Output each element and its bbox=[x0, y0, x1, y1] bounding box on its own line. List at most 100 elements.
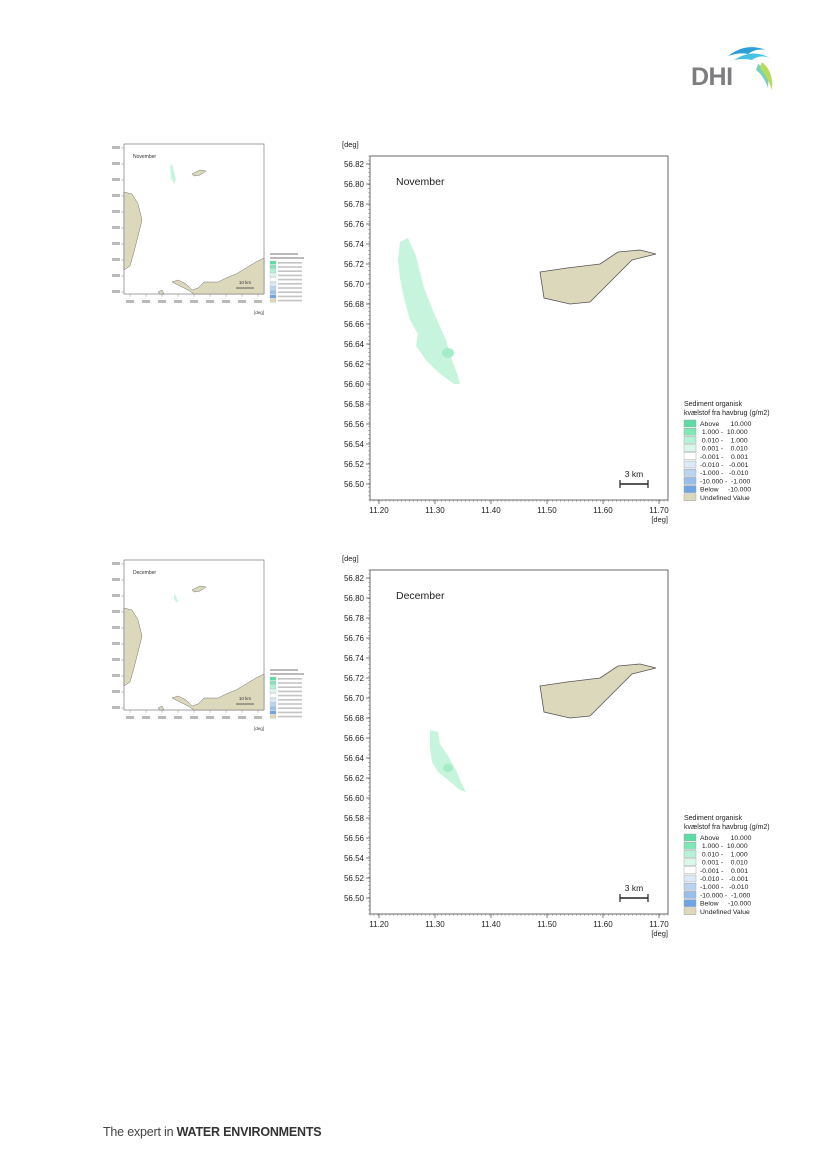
overview-legend-swatch bbox=[269, 681, 277, 685]
legend-swatch bbox=[683, 907, 697, 915]
overview-x-tick-label bbox=[158, 716, 166, 719]
y-tick-label: 56.72 bbox=[344, 260, 365, 269]
legend-entry-label: -1.000 - -0.010 bbox=[700, 470, 749, 477]
y-tick-label: 56.82 bbox=[344, 574, 365, 583]
legend-swatch bbox=[683, 469, 697, 477]
overview-legend-title bbox=[270, 673, 304, 675]
overview-legend-swatch bbox=[269, 298, 277, 303]
overview-x-tick-label bbox=[238, 716, 246, 719]
legend-entry-label: Below -10.000 bbox=[700, 487, 751, 494]
overview-x-tick-label bbox=[142, 300, 150, 303]
y-tick-label: 56.54 bbox=[344, 854, 365, 863]
overview-legend-label bbox=[278, 274, 302, 277]
overview-plume bbox=[170, 164, 176, 184]
legend-entry-label: 0.010 - 1.000 bbox=[700, 851, 748, 858]
overview-legend-swatch bbox=[269, 697, 277, 702]
y-tick-label: 56.80 bbox=[344, 594, 365, 603]
y-tick-label: 56.74 bbox=[344, 240, 365, 249]
overview-legend-title bbox=[270, 669, 298, 671]
overview-legend-swatch bbox=[269, 710, 277, 715]
y-tick-label: 56.62 bbox=[344, 360, 365, 369]
month-label: December bbox=[396, 590, 445, 602]
overview-frame bbox=[123, 559, 265, 711]
overview-west-coast bbox=[123, 607, 143, 687]
overview-x-tick-label bbox=[222, 716, 230, 719]
overview-west-coast bbox=[123, 191, 143, 271]
x-tick-label: 11.20 bbox=[369, 920, 389, 929]
overview-y-tick-label bbox=[112, 706, 120, 709]
legend-swatch bbox=[683, 874, 697, 883]
overview-legend-swatch bbox=[269, 269, 277, 273]
x-tick-label: 11.50 bbox=[537, 920, 557, 929]
overview-x-tick-label bbox=[238, 300, 246, 303]
x-tick-label: 11.60 bbox=[593, 506, 613, 515]
legend-entry-label: Undefined Value bbox=[700, 495, 750, 502]
y-tick-label: 56.50 bbox=[344, 894, 365, 903]
overview-legend-title bbox=[270, 257, 304, 259]
overview-scale-label: 10 km bbox=[239, 280, 252, 285]
overview-islet bbox=[157, 705, 165, 711]
overview-x-tick-label bbox=[206, 300, 214, 303]
legend-entry-label: -0.010 - -0.001 bbox=[700, 462, 749, 469]
overview-islet bbox=[157, 289, 165, 295]
overview-legend-label bbox=[278, 291, 302, 293]
overview-legend-label bbox=[278, 690, 302, 693]
overview-y-tick-label bbox=[112, 146, 120, 149]
legend-entry-label: -0.001 - 0.001 bbox=[700, 868, 748, 875]
y-tick-label: 56.66 bbox=[344, 734, 365, 743]
overview-frame bbox=[123, 143, 265, 295]
overview-y-tick-label bbox=[112, 178, 120, 181]
legend-title: Sediment organisk bbox=[684, 401, 742, 408]
legend-swatch bbox=[683, 866, 697, 874]
legend-entry-label: 0.001 - 0.010 bbox=[700, 446, 748, 453]
legend-swatch bbox=[683, 833, 697, 842]
x-unit-label: [deg] bbox=[651, 929, 668, 938]
sediment-plume-core bbox=[442, 348, 454, 358]
overview-legend-label bbox=[278, 707, 302, 709]
sediment-plume-core bbox=[443, 764, 453, 772]
scale-bar-label: 3 km bbox=[625, 883, 643, 893]
overview-y-tick-label bbox=[112, 578, 120, 581]
overview-y-tick-label bbox=[112, 162, 120, 165]
island-land bbox=[539, 249, 657, 305]
x-tick-label: 11.70 bbox=[649, 506, 669, 515]
x-unit-label: [deg] bbox=[651, 515, 668, 524]
legend-swatch bbox=[683, 485, 697, 493]
overview-scale-label: 10 km bbox=[239, 696, 252, 701]
overview-unit-label: [deg] bbox=[254, 726, 264, 731]
x-tick-label: 11.40 bbox=[481, 920, 501, 929]
overview-legend-label bbox=[278, 295, 302, 298]
overview-y-tick-label bbox=[112, 674, 120, 677]
map-panel-december: [deg] 56.82 56.80 56.78 56.76 56.74 56.72 56.70… bbox=[342, 554, 770, 938]
dhi-logo-icon bbox=[728, 47, 773, 90]
y-tick-label: 56.68 bbox=[344, 300, 365, 309]
overview-x-tick-label bbox=[206, 716, 214, 719]
y-tick-label: 56.58 bbox=[344, 400, 365, 409]
month-label: November bbox=[396, 176, 445, 188]
overview-legend-swatch bbox=[269, 294, 277, 299]
overview-legend-label bbox=[278, 278, 302, 281]
overview-legend-label bbox=[278, 703, 302, 705]
sediment-plume bbox=[430, 730, 466, 792]
logo-text: DHI bbox=[691, 63, 733, 91]
overview-legend-swatch bbox=[269, 281, 277, 286]
overview-legend-label bbox=[278, 694, 302, 697]
overview-map-december: [deg] December 10 km bbox=[112, 559, 304, 731]
y-tick-label: 56.66 bbox=[344, 320, 365, 329]
legend-swatch bbox=[683, 436, 697, 444]
map-frame bbox=[369, 569, 669, 915]
y-tick-label: 56.58 bbox=[344, 814, 365, 823]
legend-title: Sediment organisk bbox=[684, 815, 742, 822]
y-tick-label: 56.60 bbox=[344, 794, 365, 803]
overview-legend-label bbox=[278, 678, 302, 680]
y-tick-label: 56.50 bbox=[344, 480, 365, 489]
overview-legend-swatch bbox=[269, 273, 277, 278]
overview-x-tick-label bbox=[174, 300, 182, 303]
overview-y-tick-label bbox=[112, 610, 120, 613]
legend-swatch bbox=[683, 842, 697, 850]
map-panel-november: [deg] 56.82 56.80 56.78 56.76 56.74 56.72 56.70… bbox=[342, 140, 770, 524]
y-tick-label: 56.64 bbox=[344, 754, 365, 763]
overview-x-tick-label bbox=[254, 716, 262, 719]
legend-entry-label: -0.010 - -0.001 bbox=[700, 876, 749, 883]
legend-entry-label: 1.000 - 10.000 bbox=[700, 429, 748, 436]
